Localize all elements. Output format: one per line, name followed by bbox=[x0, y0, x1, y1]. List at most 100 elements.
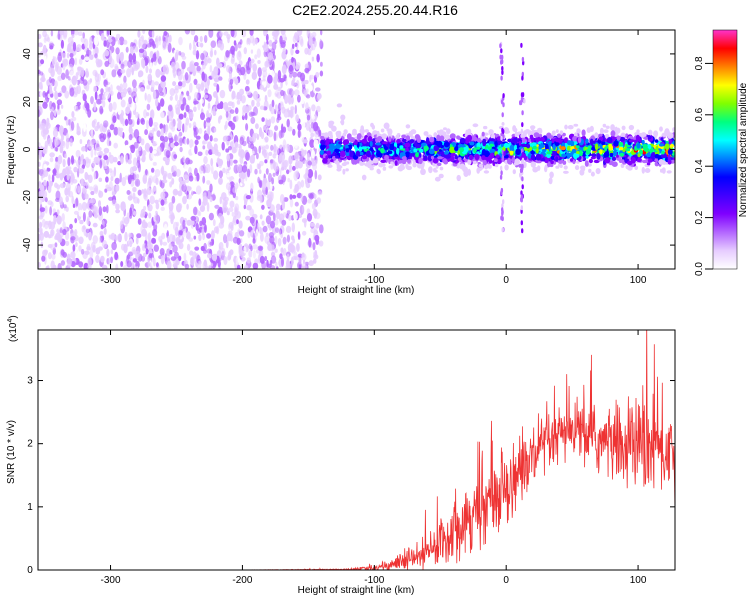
spectrogram-cell bbox=[521, 184, 524, 190]
spectrogram-cell bbox=[149, 110, 153, 119]
spectrogram-cell bbox=[229, 109, 235, 114]
spectrogram-cell bbox=[284, 94, 289, 104]
spectrogram-cell bbox=[667, 132, 674, 139]
spectrogram-cell bbox=[243, 47, 247, 55]
colorbar: 0.00.20.40.60.8 Normalized spectral ampl… bbox=[694, 29, 749, 276]
spectrogram-cell bbox=[271, 177, 274, 185]
spectrogram-cell bbox=[225, 111, 229, 118]
spectrogram-cell bbox=[280, 30, 286, 35]
spectrogram-cell bbox=[286, 253, 290, 261]
spectrogram-cell bbox=[264, 255, 268, 262]
spectrogram-cell bbox=[217, 40, 223, 48]
spectrogram-cell bbox=[530, 161, 536, 168]
spectrogram-cell bbox=[208, 30, 214, 38]
spectrogram-cell bbox=[243, 246, 247, 254]
spectrogram-cell bbox=[103, 120, 109, 128]
spectrogram-cell bbox=[330, 159, 334, 163]
spectrogram-cell bbox=[389, 143, 395, 151]
spectrogram-cell bbox=[57, 154, 63, 165]
spectrogram-cell bbox=[290, 244, 295, 253]
spectrogram-cell bbox=[42, 90, 46, 98]
spectrogram-cell bbox=[636, 142, 641, 149]
spectrogram-cell bbox=[249, 216, 255, 224]
spectrogram-cell bbox=[62, 58, 68, 65]
spectrogram-cell bbox=[225, 148, 230, 153]
spectrogram-cell bbox=[227, 101, 234, 107]
spectrogram-cell bbox=[170, 142, 175, 148]
spectrogram-cell bbox=[238, 220, 243, 229]
spectrogram-cell bbox=[210, 40, 217, 48]
spectrogram-cell bbox=[261, 260, 266, 269]
spectrogram-cell bbox=[99, 135, 106, 143]
spectrogram-cell bbox=[203, 249, 207, 254]
spectrogram-cell bbox=[291, 56, 294, 63]
spectrogram-cell bbox=[501, 209, 504, 215]
spectrogram-cell bbox=[291, 235, 295, 241]
spectrogram-cell bbox=[84, 143, 88, 153]
spectrogram-cell bbox=[314, 234, 320, 242]
spectrogram-cell bbox=[144, 129, 149, 136]
spectrogram-cell bbox=[138, 48, 145, 54]
spectrogram-cell bbox=[260, 131, 265, 140]
spectrogram-cell bbox=[438, 173, 444, 179]
spectrogram-cell bbox=[267, 52, 274, 61]
spectrogram-cell bbox=[665, 128, 669, 132]
spectrogram-cell bbox=[179, 146, 183, 153]
spectrogram-cell bbox=[182, 97, 187, 106]
spectrogram-cell bbox=[144, 92, 147, 101]
spectrogram-cell bbox=[533, 132, 540, 138]
spectrogram-cell bbox=[226, 210, 230, 216]
spectrogram-cell bbox=[163, 136, 169, 143]
spectrogram-cell bbox=[300, 193, 304, 202]
spectrogram-cell bbox=[103, 155, 109, 161]
spectrogram-cell bbox=[53, 86, 57, 92]
spectrogram-cell bbox=[50, 243, 56, 251]
spectrogram-cell bbox=[90, 190, 95, 196]
spectrogram-cell bbox=[147, 204, 153, 212]
spectrogram-cell bbox=[292, 165, 296, 171]
spectrogram-cell bbox=[102, 206, 107, 213]
spectrogram-cell bbox=[635, 134, 641, 142]
colorbar-tick-label: 0.8 bbox=[694, 56, 705, 70]
spectrogram-cell bbox=[614, 126, 618, 133]
spectrogram-cell bbox=[359, 151, 364, 156]
spectrogram-cell bbox=[152, 257, 156, 267]
spectrogram-cell bbox=[93, 118, 97, 124]
spectrogram-cell bbox=[501, 112, 504, 118]
spectrogram-cell bbox=[160, 255, 165, 265]
spectrogram-cell bbox=[154, 169, 161, 177]
spectrogram-cell bbox=[95, 247, 101, 255]
spectrogram-cell bbox=[257, 176, 260, 184]
spectrogram-cell bbox=[213, 127, 217, 133]
spectrogram-cell bbox=[174, 134, 178, 143]
spectrogram-cell bbox=[177, 71, 183, 81]
spectrogram-cell bbox=[128, 133, 133, 141]
spectrogram-cell bbox=[521, 228, 524, 234]
spectrogram-cell bbox=[162, 64, 167, 74]
spectrogram-cell bbox=[519, 100, 522, 106]
spectrogram-cell bbox=[180, 94, 184, 100]
spectrogram-cell bbox=[104, 60, 110, 67]
spectrogram-cell bbox=[519, 168, 523, 173]
spectrogram-cell bbox=[257, 67, 262, 78]
spectrogram-cell bbox=[304, 47, 309, 55]
spectrogram-cell bbox=[428, 166, 433, 174]
spectrogram-cell bbox=[259, 105, 265, 110]
spectrogram-cell bbox=[554, 142, 560, 147]
spectrogram-cell bbox=[280, 247, 284, 253]
spectrogram-cell bbox=[124, 140, 129, 146]
spectrogram-cell bbox=[562, 160, 567, 165]
x-tick-label: -200 bbox=[232, 275, 252, 286]
spectrogram-cell bbox=[108, 168, 113, 173]
spectrogram-cell bbox=[204, 35, 208, 43]
spectrogram-cell bbox=[98, 206, 103, 216]
spectrogram-cell bbox=[40, 59, 45, 65]
spectrogram-cell bbox=[388, 136, 392, 142]
spectrogram-cell bbox=[39, 89, 43, 99]
spectrogram-cell bbox=[175, 238, 180, 245]
spectrogram-cell bbox=[500, 59, 503, 65]
spectrogram-cell bbox=[152, 149, 157, 154]
spectrogram-cell bbox=[530, 137, 535, 143]
spectrogram-cell bbox=[129, 213, 133, 219]
